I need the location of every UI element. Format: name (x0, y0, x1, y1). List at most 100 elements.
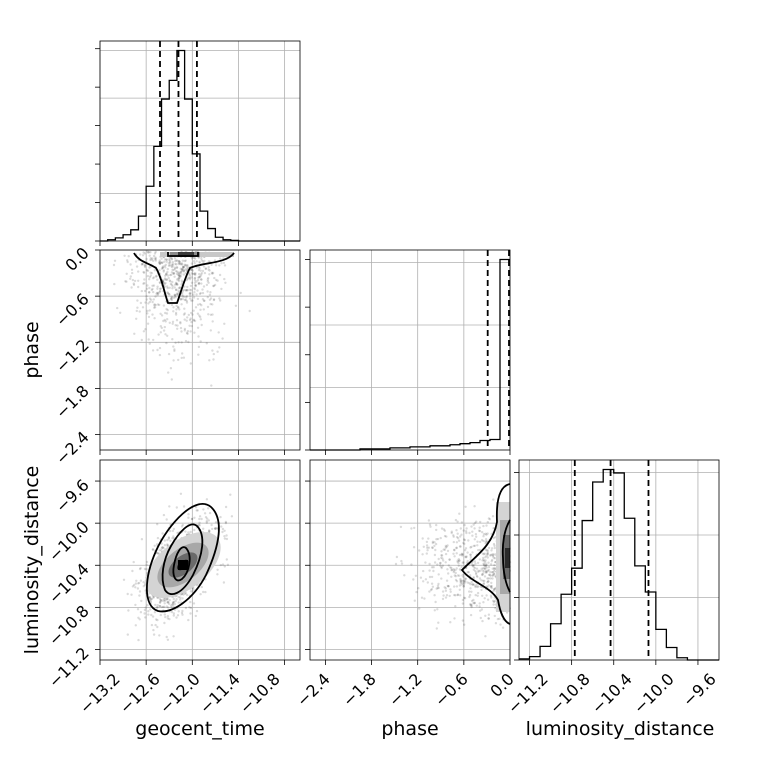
scatter-point (491, 571, 494, 574)
scatter-distance-phase-ticks (305, 480, 511, 665)
scatter-point (208, 359, 211, 362)
scatter-point (484, 541, 487, 545)
scatter-point (489, 570, 492, 574)
scatter-point (474, 584, 477, 588)
scatter-point (178, 261, 182, 264)
scatter-point (469, 553, 472, 556)
scatter-point (178, 274, 181, 277)
scatter-point (201, 260, 205, 263)
scatter-point (437, 586, 440, 590)
scatter-point (478, 602, 481, 605)
contour-distance-geocent-inner (172, 546, 191, 582)
scatter-point (124, 280, 127, 283)
scatter-point (430, 575, 434, 579)
scatter-point (173, 257, 177, 260)
scatter-point (439, 561, 442, 565)
scatter-point (163, 318, 166, 322)
scatter-point (166, 638, 170, 641)
scatter-point (177, 260, 181, 263)
scatter-point (489, 585, 493, 589)
scatter-point (461, 579, 464, 582)
scatter-point (186, 289, 189, 292)
scatter-point (181, 295, 184, 298)
scatter-point (174, 311, 178, 315)
scatter-point (197, 345, 201, 349)
scatter-point (207, 260, 211, 263)
scatter-point (143, 264, 146, 267)
scatter-point (137, 638, 140, 642)
scatter-point (205, 498, 209, 501)
scatter-point (183, 298, 186, 302)
scatter-distance-geocent-frame (99, 459, 301, 661)
scatter-point (472, 601, 475, 605)
scatter-point (461, 602, 465, 605)
scatter-point (428, 569, 431, 572)
scatter-phase-geocent-grid (99, 249, 300, 450)
scatter-point (456, 520, 459, 523)
scatter-point (162, 319, 165, 323)
scatter-point (440, 554, 444, 557)
scatter-point (148, 309, 151, 312)
scatter-point (156, 348, 159, 352)
scatter-point (177, 277, 181, 280)
scatter-point (476, 591, 480, 595)
scatter-point (149, 598, 152, 601)
scatter-point (428, 562, 431, 566)
scatter-point (158, 605, 162, 608)
scatter-point (455, 552, 458, 555)
scatter-point (452, 540, 455, 544)
scatter-point (165, 312, 169, 315)
scatter-point (189, 606, 193, 610)
scatter-point (202, 590, 205, 594)
scatter-point (437, 582, 440, 586)
scatter-point (474, 572, 478, 576)
scatter-point (154, 256, 157, 259)
y-tick-label: 0.0 (61, 243, 92, 274)
x-tick-label: −1.2 (385, 669, 426, 710)
scatter-point (479, 616, 482, 620)
scatter-point (188, 276, 192, 279)
scatter-point (151, 548, 155, 551)
scatter-point (207, 507, 210, 510)
scatter-point (202, 508, 205, 511)
scatter-point (188, 606, 191, 609)
scatter-point (442, 559, 445, 562)
scatter-point (148, 297, 152, 300)
scatter-point (113, 259, 117, 262)
scatter-point (454, 568, 457, 572)
scatter-point (154, 303, 157, 307)
scatter-point (474, 562, 477, 565)
scatter-point (484, 561, 487, 564)
scatter-point (157, 292, 160, 295)
scatter-point (482, 579, 485, 582)
scatter-point (116, 306, 119, 310)
scatter-point (194, 283, 197, 287)
scatter-point (458, 584, 462, 587)
scatter-point (160, 267, 164, 270)
scatter-point (182, 295, 186, 298)
scatter-point (449, 590, 452, 593)
scatter-point (223, 277, 226, 281)
scatter-point (161, 532, 164, 535)
scatter-point (219, 563, 222, 567)
scatter-point (141, 262, 144, 266)
y-tick-label: −1.2 (52, 335, 93, 376)
scatter-point (207, 281, 210, 284)
scatter-point (436, 537, 440, 541)
scatter-point (193, 331, 196, 334)
scatter-point (161, 546, 164, 549)
scatter-point (172, 272, 175, 275)
scatter-point (213, 283, 217, 287)
scatter-point (479, 585, 483, 588)
scatter-point (181, 523, 184, 527)
contour-distance-geocent-outer (146, 503, 220, 613)
scatter-point (171, 264, 175, 267)
scatter-point (181, 609, 184, 613)
scatter-point (485, 533, 488, 536)
scatter-point (182, 313, 186, 316)
scatter-point (145, 568, 148, 571)
scatter-point (484, 635, 487, 638)
scatter-point (441, 557, 444, 560)
scatter-point (457, 558, 460, 561)
scatter-point (193, 272, 196, 275)
